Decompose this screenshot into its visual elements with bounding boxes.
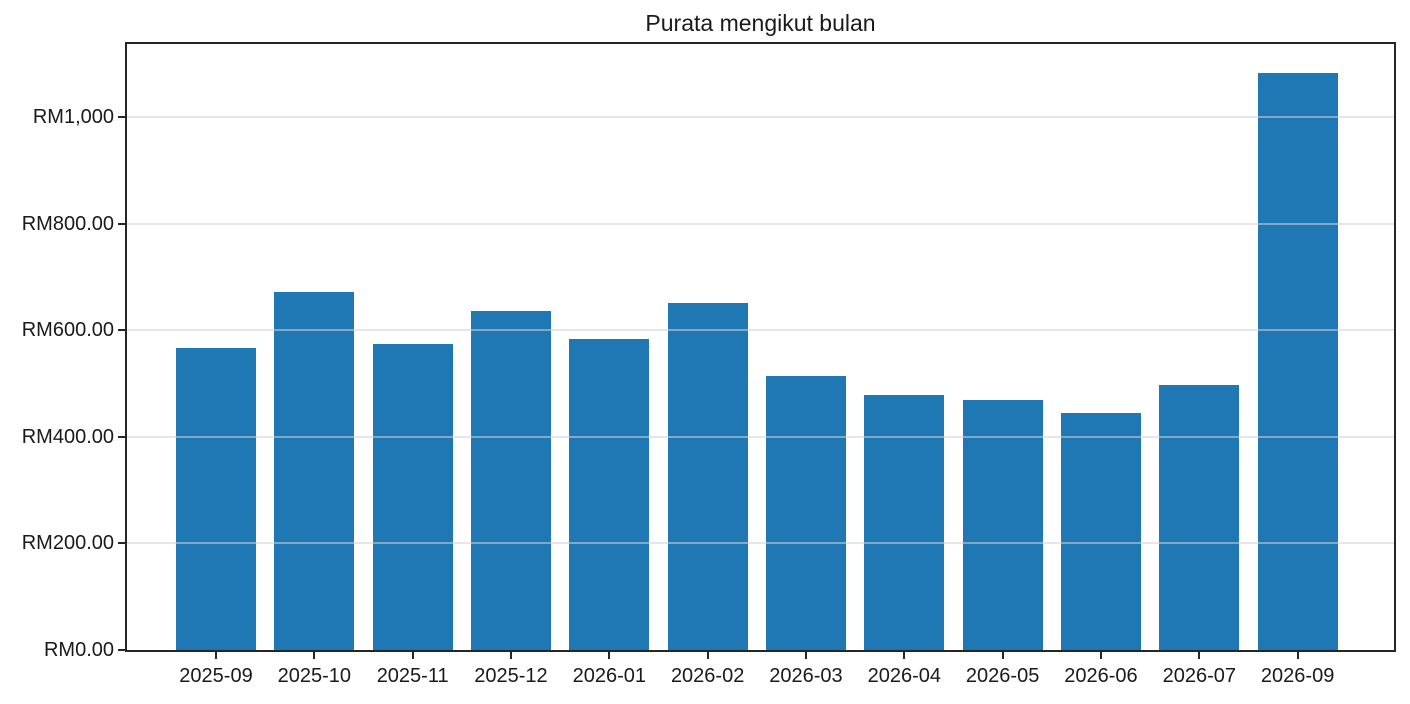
x-tick-label: 2026-09 [1260,665,1335,687]
bar [470,311,551,650]
y-tick-mark [118,116,125,119]
gridline [127,116,1394,119]
y-tick-mark [118,649,125,651]
x-tick-label: 2026-02 [670,665,745,687]
x-tick-mark [804,652,807,659]
bar [372,343,453,650]
gridline [127,542,1394,545]
bar [176,348,256,650]
x-tick-mark [411,652,414,659]
gridline [127,329,1394,332]
plot-inner [127,44,1394,650]
y-tick-mark [118,435,125,438]
x-tick-label: 2025-10 [277,665,352,687]
gridline [127,435,1394,438]
gridline [127,222,1394,225]
x-tick-mark [1198,652,1201,659]
bar [864,395,945,650]
x-tick-mark [706,652,709,659]
x-tick-mark [1296,652,1299,659]
x-tick-label: 2025-09 [179,665,253,687]
chart-title: Purata mengikut bulan [645,10,876,36]
x-tick-label: 2025-12 [474,665,548,687]
bar [1159,385,1240,650]
x-tick-mark [215,652,217,659]
x-tick-mark [903,652,906,659]
bar [962,400,1043,650]
y-tick-label: RM1,000 [32,106,114,129]
y-tick-label: RM200.00 [21,532,114,555]
y-tick-label: RM600.00 [21,319,114,342]
x-tick-label: 2026-04 [867,665,941,687]
x-tick-label: 2026-03 [769,665,843,687]
bar [1060,412,1141,650]
y-tick-mark [118,329,125,332]
x-tick-label: 2026-07 [1162,665,1236,687]
x-tick-mark [1099,652,1102,659]
plot-area [125,42,1396,652]
x-tick-label: 2026-05 [965,665,1040,687]
x-tick-mark [509,652,512,659]
x-tick-label: 2026-06 [1064,665,1138,687]
y-tick-mark [118,542,125,545]
y-tick-label: RM400.00 [21,425,114,448]
bar [1257,73,1338,650]
x-tick-mark [313,652,316,659]
x-tick-label: 2026-01 [572,665,647,687]
bar [667,303,748,650]
bar [569,339,650,650]
bar [274,291,355,650]
x-tick-mark [608,652,611,659]
y-tick-label: RM800.00 [21,212,114,235]
bar [765,376,846,650]
x-tick-mark [1001,652,1004,659]
y-tick-label: RM0.00 [43,639,114,661]
x-tick-label: 2025-11 [376,665,449,687]
y-tick-mark [118,222,125,225]
